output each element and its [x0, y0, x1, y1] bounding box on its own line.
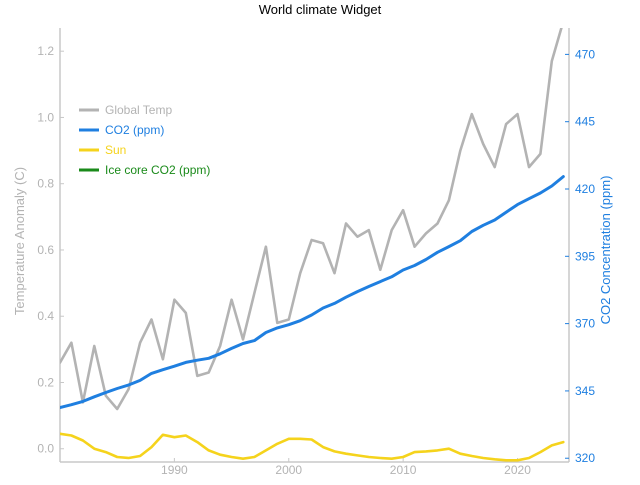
right-tick-label: 445 [575, 115, 595, 129]
right-tick-label: 395 [575, 249, 595, 263]
left-tick-label: 0.4 [37, 309, 54, 323]
x-axis-ticks: 1990 2000 2010 2020 [161, 458, 531, 477]
right-axis-ticks: 320 345 370 395 420 445 470 [565, 47, 595, 465]
right-tick-label: 470 [575, 47, 595, 61]
chart-title: World climate Widget [259, 2, 382, 17]
x-tick-label: 2000 [275, 463, 302, 477]
x-tick-label: 2020 [504, 463, 531, 477]
legend-label-global-temp: Global Temp [105, 103, 172, 117]
left-tick-label: 0.6 [37, 243, 54, 257]
right-axis-label: CO2 Concentration (ppm) [598, 176, 613, 325]
left-axis-label: Temperature Anomaly (C) [12, 167, 27, 315]
left-tick-label: 1.2 [37, 44, 54, 58]
legend-label-ice-core-co2-ppm: Ice core CO2 (ppm) [105, 163, 210, 177]
series-line-global-temp [60, 28, 563, 411]
series-layer [60, 28, 565, 462]
legend: Global Temp CO2 (ppm) Sun Ice core CO2 (ppm… [79, 103, 210, 177]
right-tick-label: 370 [575, 317, 595, 331]
right-tick-label: 345 [575, 384, 595, 398]
right-tick-label: 420 [575, 182, 595, 196]
plot-frame [59, 28, 570, 463]
left-axis-ticks: 0.0 0.2 0.4 0.6 0.8 1.0 1.2 [37, 44, 64, 456]
left-tick-label: 1.0 [37, 110, 54, 124]
series-line-sun [60, 432, 565, 462]
legend-label-co2-ppm: CO2 (ppm) [105, 123, 164, 137]
right-tick-label: 320 [575, 451, 595, 465]
legend-label-sun: Sun [105, 143, 126, 157]
series-line-co2-ppm [60, 175, 565, 410]
left-tick-label: 0.8 [37, 177, 54, 191]
left-tick-label: 0.0 [37, 442, 54, 456]
x-tick-label: 2010 [390, 463, 417, 477]
x-tick-label: 1990 [161, 463, 188, 477]
left-tick-label: 0.2 [37, 375, 54, 389]
